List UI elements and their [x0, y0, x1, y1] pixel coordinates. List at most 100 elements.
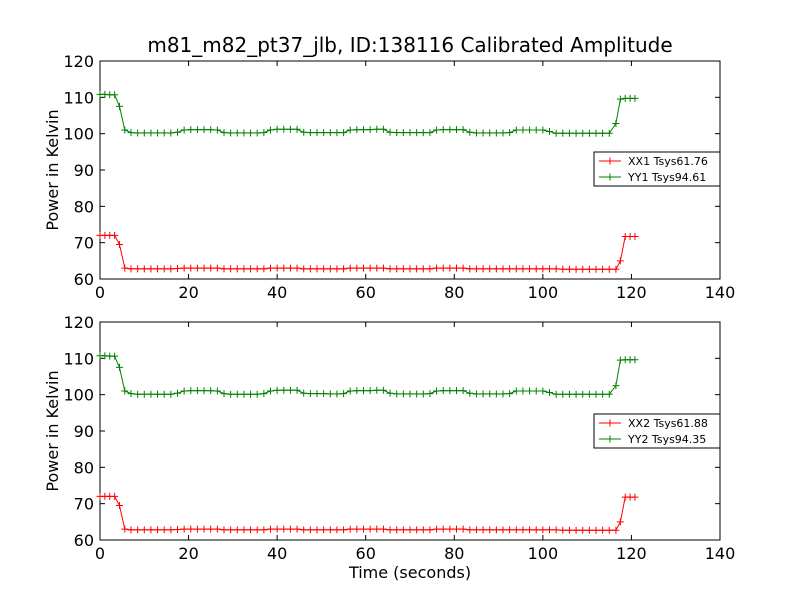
data-point-marker [419, 526, 427, 534]
data-point-marker [406, 129, 414, 137]
x-tick-label: 140 [705, 283, 736, 302]
data-point-marker [147, 526, 155, 534]
data-point-marker [293, 125, 301, 133]
data-point-marker [167, 129, 175, 137]
data-point-marker [605, 129, 613, 137]
data-point-marker [213, 387, 221, 395]
data-point-marker [280, 525, 288, 533]
data-point-marker [605, 526, 613, 534]
legend-label: YY1 Tsys94.61 [627, 171, 706, 184]
data-point-marker [353, 264, 361, 272]
data-point-marker [466, 128, 474, 136]
data-point-marker [499, 129, 507, 137]
data-point-marker [154, 265, 162, 273]
data-point-marker [121, 525, 129, 533]
data-point-marker [631, 94, 639, 102]
data-point-marker [193, 264, 201, 272]
data-point-marker [446, 264, 454, 272]
data-point-marker [546, 265, 553, 273]
data-point-marker [439, 525, 447, 533]
data-point-marker [260, 129, 268, 137]
x-axis-label: Time (seconds) [348, 563, 471, 582]
data-point-marker [293, 525, 301, 533]
data-point-marker [366, 264, 374, 272]
x-tick-label: 100 [528, 544, 559, 563]
data-point-marker [240, 265, 248, 273]
data-point-marker [459, 387, 467, 395]
y-tick-label: 100 [63, 125, 94, 144]
data-point-marker [616, 518, 624, 526]
x-tick-label: 120 [616, 544, 647, 563]
data-point-marker [320, 526, 328, 534]
data-point-marker [227, 129, 235, 137]
data-point-marker [393, 265, 401, 273]
y-tick-label: 70 [74, 234, 94, 253]
data-point-marker [260, 526, 268, 534]
data-point-marker [552, 265, 560, 273]
data-point-marker [592, 526, 600, 534]
data-point-marker [187, 387, 195, 395]
data-point-marker [532, 387, 540, 395]
data-point-marker [526, 526, 534, 534]
data-point-marker [506, 129, 514, 137]
data-point-marker [472, 390, 480, 398]
data-point-marker [386, 526, 394, 534]
data-point-marker [115, 240, 123, 248]
x-tick-label: 40 [267, 283, 287, 302]
series-yy1 [96, 90, 639, 137]
y-tick-label: 60 [74, 270, 94, 289]
data-point-marker [492, 390, 500, 398]
data-point-marker [506, 526, 514, 534]
data-point-marker [599, 390, 607, 398]
data-point-marker [193, 387, 201, 395]
data-point-marker [360, 387, 367, 395]
data-point-marker [260, 390, 268, 398]
data-point-marker [346, 264, 354, 272]
data-point-marker [572, 129, 580, 137]
data-point-marker [220, 390, 228, 398]
y-tick-label: 120 [63, 313, 94, 332]
data-point-marker [472, 129, 480, 137]
data-point-marker [340, 129, 348, 137]
data-point-marker [200, 264, 208, 272]
data-point-marker [111, 231, 119, 239]
data-point-marker [207, 387, 215, 395]
data-point-marker [366, 525, 374, 533]
data-point-marker [174, 389, 181, 397]
data-point-marker [247, 265, 255, 273]
data-point-marker [612, 382, 620, 390]
data-point-marker [160, 526, 168, 534]
data-point-marker [320, 390, 328, 398]
data-point-marker [406, 265, 414, 273]
data-point-marker [592, 265, 600, 273]
data-point-marker [386, 265, 394, 273]
data-point-marker [111, 91, 119, 99]
data-point-marker [631, 356, 639, 364]
data-point-marker [393, 390, 401, 398]
data-point-marker [167, 265, 175, 273]
data-point-marker [565, 129, 573, 137]
data-point-marker [585, 526, 593, 534]
data-point-marker [373, 525, 381, 533]
x-tick-label: 40 [267, 544, 287, 563]
data-point-marker [340, 526, 348, 534]
legend-label: XX1 Tsys61.76 [628, 155, 708, 168]
data-point-marker [579, 390, 587, 398]
data-point-marker [439, 264, 447, 272]
x-tick-label: 0 [95, 544, 105, 563]
data-point-marker [592, 390, 600, 398]
data-point-marker [200, 525, 208, 533]
data-point-marker [207, 525, 215, 533]
data-point-marker [167, 390, 175, 398]
data-point-marker [446, 387, 454, 395]
data-point-marker [326, 390, 334, 398]
data-point-marker [180, 264, 188, 272]
data-point-marker [300, 526, 308, 534]
y-tick-label: 100 [63, 386, 94, 405]
data-point-marker [379, 386, 387, 394]
data-point-marker [459, 126, 467, 134]
data-point-marker [180, 126, 188, 134]
data-point-marker [313, 390, 321, 398]
data-point-marker [313, 265, 321, 273]
